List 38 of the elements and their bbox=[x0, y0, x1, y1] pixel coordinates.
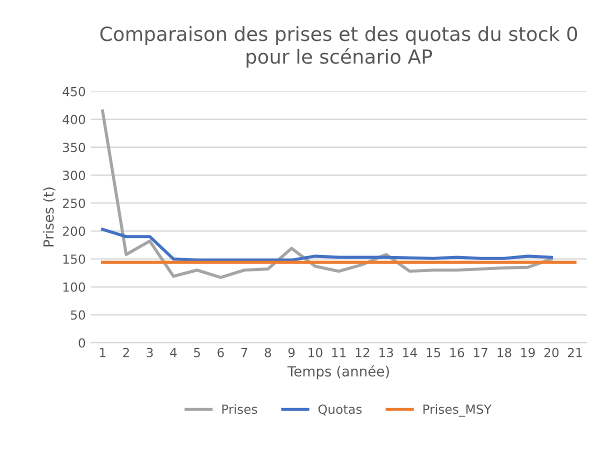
x-axis-title: Temps (année) bbox=[287, 365, 389, 380]
y-tick-label: 300 bbox=[62, 170, 86, 180]
x-tick-label: 10 bbox=[308, 348, 322, 358]
x-tick-label: 11 bbox=[332, 348, 346, 358]
x-tick-label: 21 bbox=[568, 348, 582, 358]
y-tick-label: 400 bbox=[62, 114, 86, 124]
x-tick-label: 2 bbox=[123, 348, 129, 358]
x-tick-label: 6 bbox=[218, 348, 224, 358]
x-tick-label: 16 bbox=[450, 348, 464, 358]
y-tick-label: 450 bbox=[62, 86, 86, 96]
y-axis-title: Prises (t) bbox=[43, 188, 56, 246]
x-tick-label: 14 bbox=[403, 348, 417, 358]
x-tick-label: 18 bbox=[498, 348, 512, 358]
line-series bbox=[101, 228, 553, 262]
x-tick-label: 19 bbox=[521, 348, 535, 358]
x-tick-label: 5 bbox=[194, 348, 200, 358]
y-tick-label: 350 bbox=[62, 142, 86, 152]
x-tick-label: 20 bbox=[544, 348, 559, 358]
y-tick-label: 250 bbox=[62, 198, 86, 208]
x-tick-label: 3 bbox=[146, 348, 153, 358]
x-tick-label: 7 bbox=[241, 348, 248, 358]
x-tick-label: 17 bbox=[474, 348, 488, 358]
x-tick-label: 4 bbox=[170, 348, 177, 358]
x-tick-label: 9 bbox=[288, 348, 295, 358]
x-tick-label: 8 bbox=[264, 348, 272, 358]
legend-label: Prises_MSY bbox=[423, 404, 492, 417]
y-tick-label: 0 bbox=[78, 338, 86, 348]
y-tick-label: 200 bbox=[62, 226, 86, 236]
y-tick-label: 150 bbox=[63, 254, 86, 264]
x-tick-label: 1 bbox=[100, 348, 106, 358]
y-tick-label: 100 bbox=[63, 282, 86, 292]
legend-label: Prises bbox=[222, 404, 258, 414]
y-tick-label: 50 bbox=[70, 310, 86, 320]
chart-title: Comparaison des prises et des quotas du stock 0 pour le scénario AP bbox=[100, 26, 578, 68]
x-tick-label: 15 bbox=[426, 348, 440, 358]
x-tick-label: 13 bbox=[379, 348, 393, 358]
legend-label: Quotas bbox=[318, 404, 362, 416]
x-tick-label: 12 bbox=[356, 348, 370, 358]
